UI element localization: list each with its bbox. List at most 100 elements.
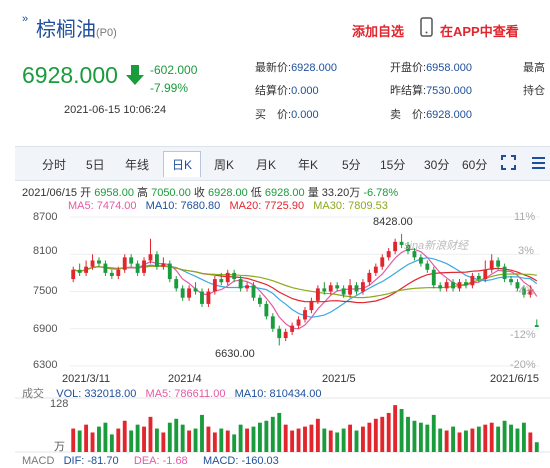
tab-weekly-k[interactable]: 周K — [214, 158, 235, 172]
candle — [193, 288, 198, 292]
field-last: 最新价:6928.000 — [255, 62, 337, 74]
volume-bar — [496, 426, 501, 452]
volume-bar — [84, 424, 89, 452]
y-tick: 6300 — [33, 359, 58, 371]
candle — [521, 288, 526, 295]
settings-icon[interactable] — [531, 155, 546, 175]
volume-bar — [521, 422, 526, 452]
candle — [367, 272, 372, 283]
view-in-app-button[interactable]: 在APP中查看 — [440, 24, 519, 39]
tab-intraday[interactable]: 分时 — [42, 158, 67, 172]
candle — [283, 331, 288, 339]
candle — [303, 310, 307, 320]
price-change-pct: -7.99% — [150, 81, 189, 95]
volume-bar — [380, 416, 385, 452]
volume-bar — [361, 426, 365, 452]
volume-y-unit: 万 — [54, 441, 65, 453]
volume-bar — [129, 430, 134, 452]
tab-15min[interactable]: 15分 — [380, 158, 406, 172]
volume-bar — [180, 424, 185, 452]
volume-bar — [154, 428, 159, 452]
candle — [296, 319, 301, 326]
instrument-code: (P0) — [96, 27, 117, 39]
volume-bar — [335, 432, 340, 452]
volume-bar — [515, 428, 520, 452]
volume-bar — [373, 418, 378, 452]
price-change: -602.000 — [150, 63, 198, 77]
x-tick: 2021/6/15 — [490, 373, 539, 385]
candle — [476, 275, 481, 280]
tab-monthly-k[interactable]: 月K — [256, 158, 277, 172]
candle — [232, 272, 237, 280]
add-watchlist-button[interactable]: 添加自选 — [352, 24, 405, 39]
candle — [290, 325, 295, 332]
tab-5day[interactable]: 5日 — [86, 158, 105, 172]
field-open: 开盘价:6958.000 — [390, 62, 472, 74]
candle — [161, 263, 166, 267]
candle — [135, 263, 140, 273]
candle — [438, 285, 443, 289]
volume-bar — [161, 432, 166, 452]
tab-daily-k[interactable]: 日K — [163, 151, 202, 177]
volume-y-top: 128 — [50, 398, 69, 410]
volume-bar — [309, 424, 314, 452]
volume-bar — [135, 424, 140, 452]
y-pct-tick: 11% — [514, 211, 536, 223]
candle — [84, 266, 89, 273]
candle — [534, 325, 539, 328]
volume-bar — [245, 428, 249, 452]
volume-bar — [431, 414, 436, 452]
volume-bar — [418, 422, 423, 452]
tab-60min[interactable]: 60分 — [462, 158, 488, 172]
candle — [335, 285, 340, 289]
candle — [264, 303, 269, 317]
candle — [129, 257, 134, 264]
volume-bar — [193, 428, 198, 452]
x-tick: 2021/5 — [322, 373, 356, 385]
title-text: 棕榈油 — [36, 19, 96, 41]
tab-yearly-k[interactable]: 年K — [298, 158, 319, 172]
candle — [180, 288, 185, 298]
volume-bar — [502, 420, 507, 452]
tab-5min[interactable]: 5分 — [342, 158, 361, 172]
volume-bar — [412, 420, 417, 452]
candle — [509, 279, 513, 283]
volume-bar — [225, 430, 230, 452]
volume-bar — [464, 430, 468, 452]
fullscreen-icon[interactable] — [501, 155, 516, 175]
candle — [71, 269, 76, 280]
collapse-icon[interactable]: » — [22, 13, 29, 25]
volume-bar — [103, 422, 108, 452]
candle — [464, 282, 468, 286]
candle — [328, 285, 333, 292]
candle — [270, 316, 275, 329]
candle — [425, 263, 430, 270]
volume-bar — [232, 434, 237, 452]
volume-bar — [328, 430, 333, 452]
volume-bar — [116, 428, 121, 452]
candle — [502, 266, 507, 280]
field-ask: 卖 价:6928.000 — [390, 109, 472, 121]
high-annotation: 8428.00 — [373, 216, 413, 228]
volume-bar — [354, 430, 359, 452]
candle — [206, 291, 211, 304]
tab-yearline[interactable]: 年线 — [125, 158, 150, 172]
ma10-label: MA10: 7680.80 — [145, 200, 221, 212]
candle — [212, 279, 217, 292]
volume-bar — [296, 428, 301, 452]
candle — [148, 254, 153, 261]
y-tick: 6900 — [33, 323, 58, 335]
volume-bar — [315, 418, 320, 452]
volume-bar — [283, 424, 288, 452]
y-pct-tick: -20% — [510, 359, 536, 371]
tab-30min[interactable]: 30分 — [424, 158, 450, 172]
y-tick: 8700 — [33, 211, 58, 223]
ma30-label: MA30: 7809.53 — [313, 200, 388, 212]
candle — [380, 257, 385, 267]
volume-bar — [483, 424, 488, 452]
volume-bar — [457, 432, 462, 452]
candle — [341, 288, 346, 295]
candle — [116, 269, 121, 276]
candle — [225, 272, 230, 283]
